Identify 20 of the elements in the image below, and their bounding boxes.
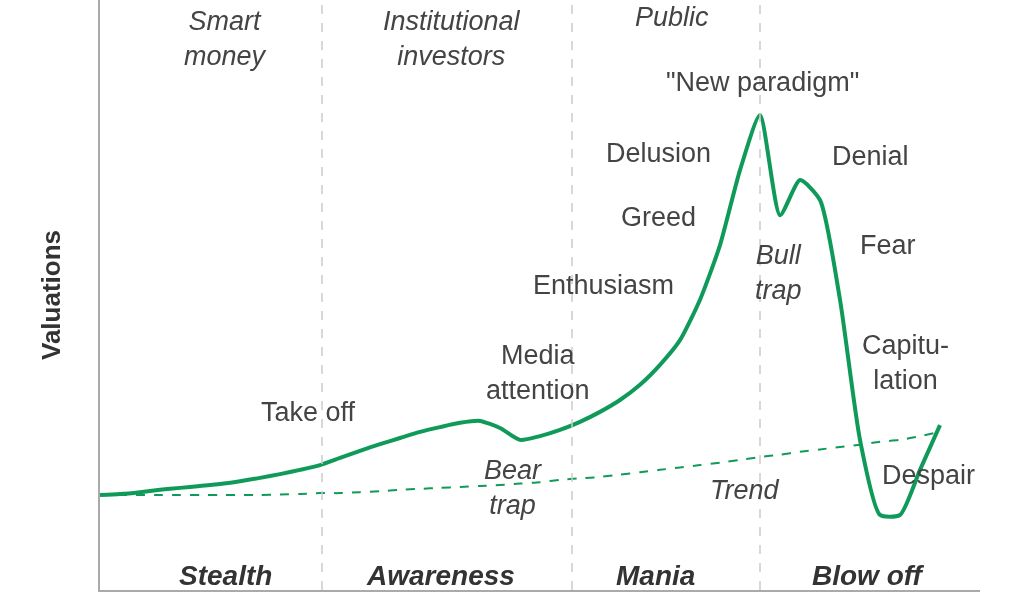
annotation: Media attention (486, 340, 590, 406)
annotation: Enthusiasm (533, 270, 675, 300)
annotation: Bull trap (755, 240, 802, 306)
text: Smart money (184, 6, 267, 72)
annotation: Trend (710, 475, 780, 505)
annotation: Fear (860, 230, 916, 260)
text: Public (635, 2, 710, 32)
annotation: Bear trap (484, 455, 543, 521)
text: "New paradigm" (666, 67, 860, 97)
annotation: Stealth (179, 560, 273, 591)
annotation: Denial (832, 141, 909, 171)
y-axis-title: Valuations (35, 229, 66, 361)
annotation: Delusion (606, 138, 712, 168)
annotation: Take off (261, 397, 356, 427)
annotation: Greed (621, 202, 697, 232)
text: Institutional investors (383, 6, 521, 72)
annotation: Awareness (366, 560, 515, 591)
annotation: Mania (616, 560, 696, 591)
annotation: Capitu- lation (862, 330, 950, 396)
annotation: Blow off (812, 560, 925, 591)
